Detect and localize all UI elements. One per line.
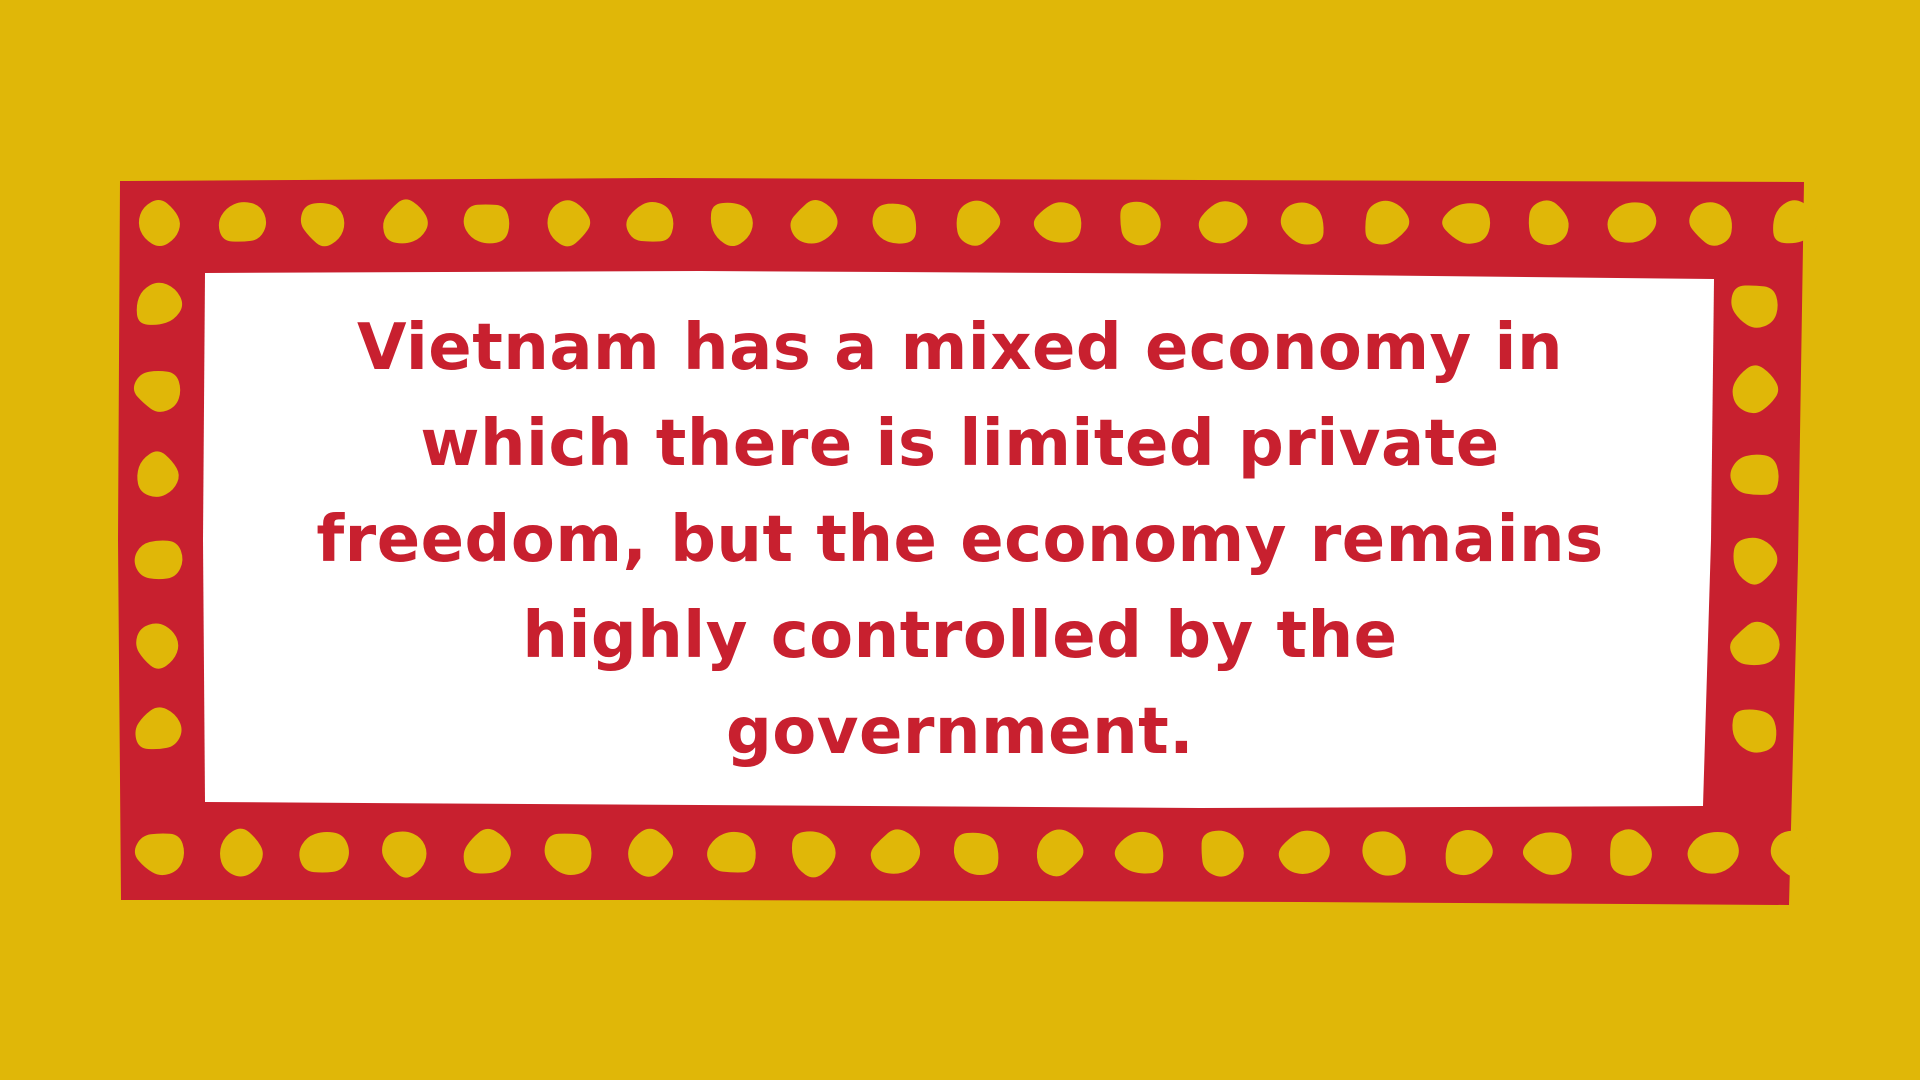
content-panel — [203, 271, 1714, 808]
frame-dot — [1114, 831, 1164, 874]
frame-dot — [544, 833, 592, 876]
frame-dot — [547, 200, 591, 247]
frame-dot — [1201, 830, 1244, 877]
frame-dot — [1278, 830, 1330, 874]
frame-dot — [1280, 202, 1324, 245]
quote-text-container: Vietnam has a mixed economy in which the… — [215, 275, 1705, 805]
frame-dot — [1198, 201, 1248, 244]
frame-dot — [1689, 202, 1732, 246]
frame-dot — [953, 832, 999, 876]
frame-dot — [133, 371, 181, 412]
frame-dot — [1730, 454, 1779, 495]
frame-dot — [136, 282, 183, 325]
frame-dot — [1445, 829, 1493, 876]
frame-dot — [1528, 200, 1569, 246]
frame-dot — [300, 203, 345, 247]
frame-dot — [710, 202, 753, 247]
frame-dot — [463, 828, 511, 874]
frame-dot — [1120, 201, 1161, 246]
frame-dot — [299, 832, 349, 873]
frame-dot — [791, 831, 836, 878]
frame-dot — [218, 202, 267, 242]
frame-dot — [1362, 831, 1406, 876]
frame-dot — [1732, 709, 1777, 753]
frame-dot — [1733, 537, 1778, 585]
frame-dot — [1610, 829, 1652, 876]
frame-dot — [1730, 621, 1780, 666]
frame-dots — [133, 199, 1818, 878]
frame-dot — [1770, 830, 1815, 877]
frame-dot — [134, 833, 185, 876]
frame-dot — [628, 828, 674, 877]
frame-dot — [1773, 200, 1818, 244]
frame-dot — [1687, 831, 1739, 874]
frame-dot — [1607, 202, 1657, 243]
frame-dot — [1732, 365, 1779, 414]
frame-dot — [220, 828, 263, 877]
frame-dot — [134, 540, 183, 580]
frame-dot — [956, 200, 1001, 246]
frame-dot — [872, 203, 917, 244]
frame-dot — [135, 707, 182, 750]
frame-dot — [1442, 203, 1491, 244]
frame-dot — [1731, 285, 1778, 328]
frame-dot — [1365, 200, 1410, 245]
frame-dot — [626, 202, 674, 242]
frame-dot — [790, 199, 838, 244]
frame-dot — [136, 623, 179, 669]
quote-text: Vietnam has a mixed economy in which the… — [316, 311, 1604, 769]
frame-dot — [707, 831, 756, 873]
frame-dot — [463, 204, 510, 244]
frame-dot — [1522, 832, 1572, 875]
frame-dot — [138, 200, 180, 247]
frame-dot — [1033, 202, 1082, 243]
frame-dot — [1036, 829, 1084, 877]
frame-dot — [137, 451, 179, 497]
frame-dot — [383, 199, 428, 244]
frame-dot — [382, 831, 427, 878]
frame-dot — [870, 829, 921, 874]
